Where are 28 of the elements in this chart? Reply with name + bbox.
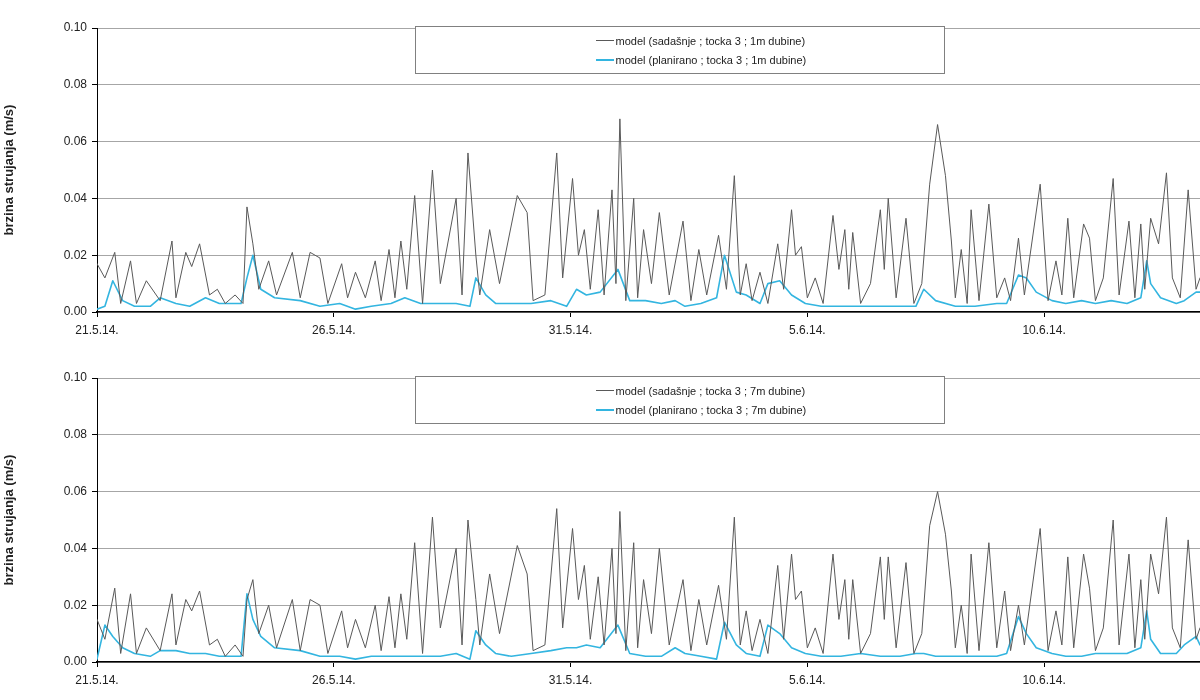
y-tick-label: 0.02	[63, 597, 88, 612]
x-tick-label: 5.6.14.	[788, 322, 826, 337]
y-tick-label: 0.10	[63, 20, 88, 35]
x-tick-label: 21.5.14.	[75, 672, 119, 687]
x-tick-label: 5.6.14.	[788, 672, 826, 687]
y-tick-label: 0.10	[63, 370, 88, 385]
y-tick-label: 0.06	[63, 133, 88, 148]
y-tick-label: 0.04	[63, 190, 88, 205]
x-tick-label: 10.6.14.	[1022, 672, 1066, 687]
y-tick-label: 0.00	[63, 654, 88, 669]
x-tick-label: 21.5.14.	[75, 322, 119, 337]
legend-label: model (sadašnje ; tocka 3 ; 7m dubine)	[615, 384, 806, 397]
x-tick-label: 10.6.14.	[1022, 322, 1066, 337]
y-axis-title: brzina strujanja (m/s)	[1, 104, 17, 236]
x-tick-label: 26.5.14.	[312, 672, 356, 687]
x-tick-label: 31.5.14.	[548, 672, 593, 687]
y-tick-label: 0.08	[63, 427, 88, 442]
legend-label: model (planirano ; tocka 3 ; 1m dubine)	[615, 53, 807, 66]
x-tick-label: 26.5.14.	[312, 322, 356, 337]
y-tick-label: 0.04	[63, 540, 88, 555]
x-tick-label: 31.5.14.	[548, 322, 593, 337]
y-tick-label: 0.06	[63, 483, 88, 498]
legend-label: model (planirano ; tocka 3 ; 7m dubine)	[615, 403, 807, 416]
legend-label: model (sadašnje ; tocka 3 ; 1m dubine)	[615, 34, 806, 47]
y-axis-title: brzina strujanja (m/s)	[1, 454, 17, 586]
y-tick-label: 0.08	[63, 77, 88, 92]
y-tick-label: 0.02	[63, 247, 88, 262]
y-tick-label: 0.00	[63, 304, 88, 319]
